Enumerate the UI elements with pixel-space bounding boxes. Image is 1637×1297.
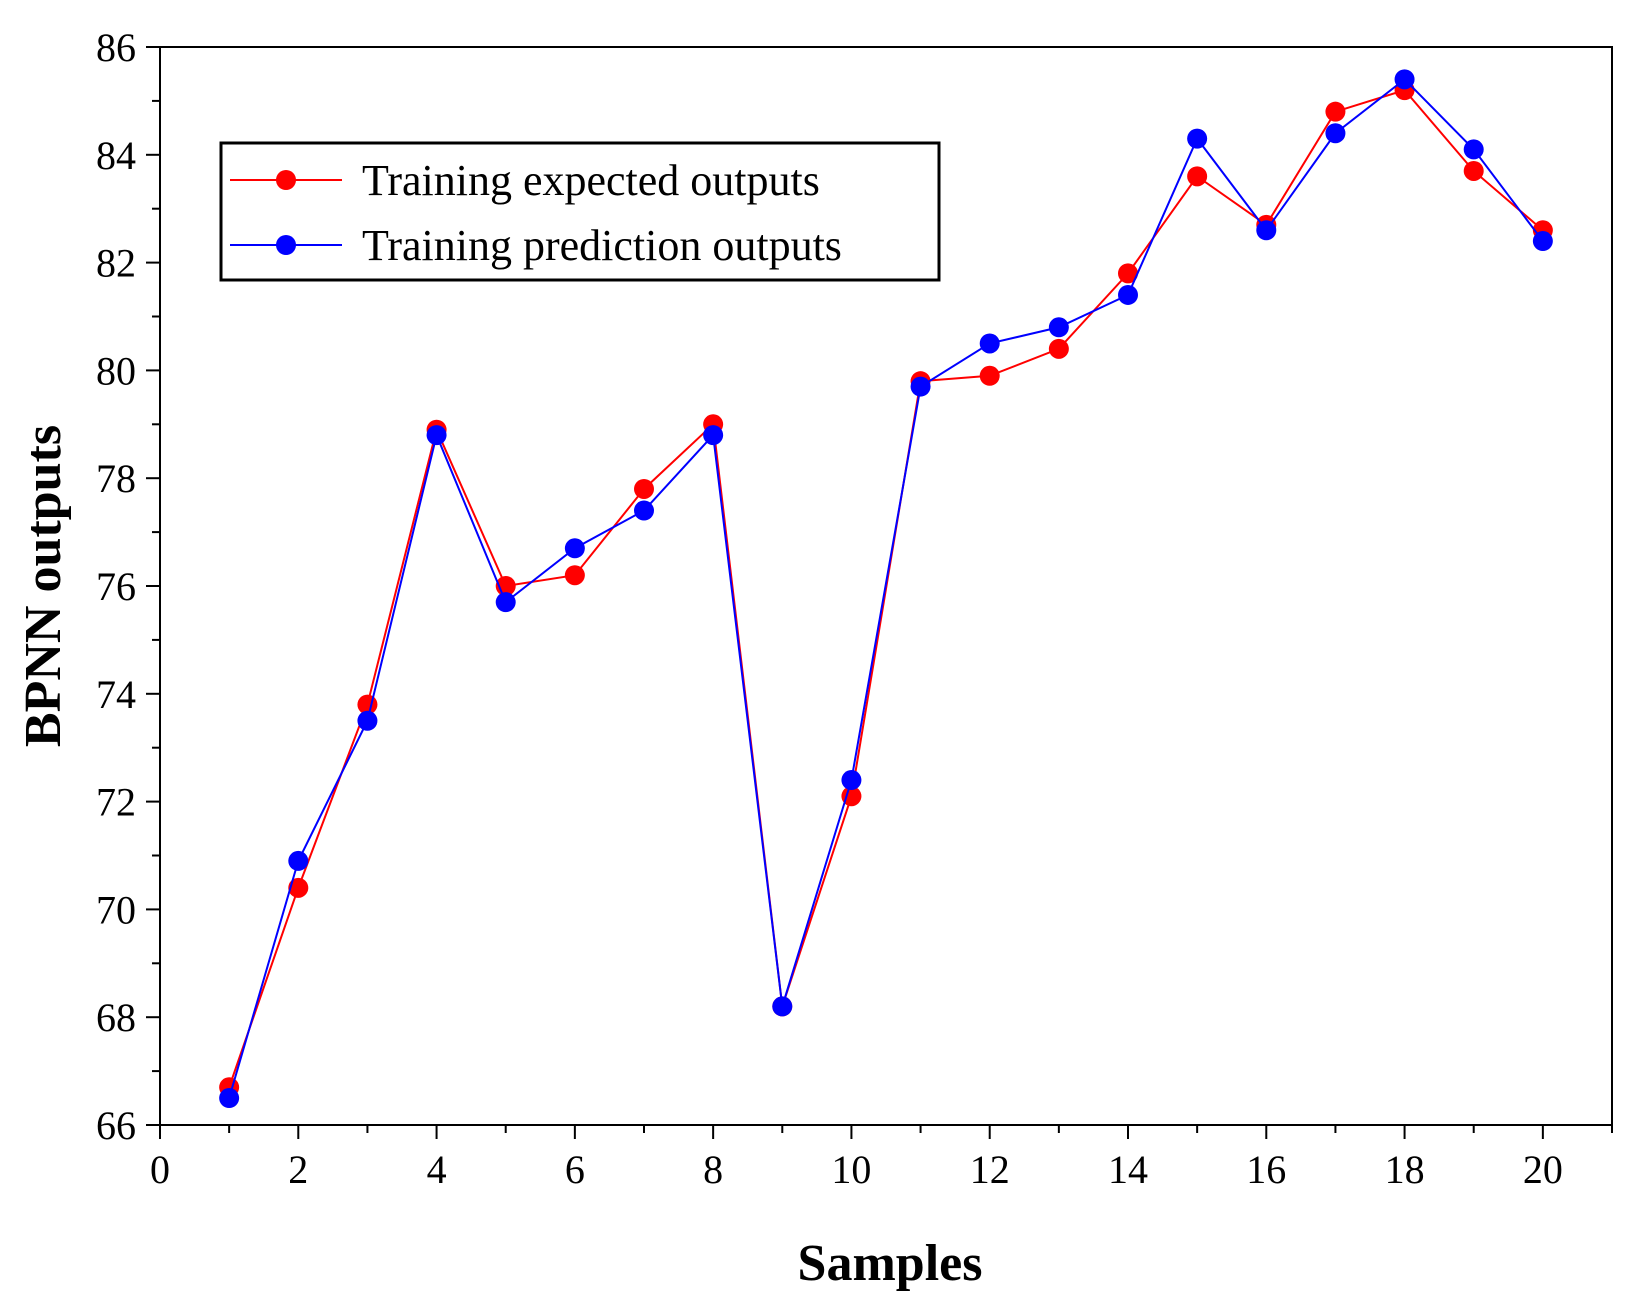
legend-marker-prediction: [276, 235, 296, 255]
x-tick-label: 18: [1385, 1147, 1425, 1192]
x-tick-label: 4: [427, 1147, 447, 1192]
series-2-point: [564, 538, 585, 559]
x-tick-label: 2: [288, 1147, 308, 1192]
y-tick-label: 74: [96, 672, 136, 717]
series-2-point: [634, 500, 654, 521]
y-tick-label: 76: [96, 564, 136, 609]
x-tick-label: 14: [1108, 1147, 1148, 1192]
y-tick-label: 84: [96, 133, 136, 178]
series-2-point: [426, 425, 447, 446]
x-tick-label: 16: [1246, 1147, 1286, 1192]
series-2-point: [1187, 128, 1208, 149]
series-1-point: [979, 365, 1000, 386]
series-2-point: [772, 996, 793, 1017]
series-1-point: [1187, 166, 1208, 187]
series-1-point: [634, 478, 654, 499]
legend-box: [219, 141, 941, 282]
legend: Training expected outputs Training predi…: [219, 141, 941, 282]
series-2-point: [1325, 123, 1346, 144]
series-1-point: [288, 877, 309, 898]
x-tick-label: 12: [970, 1147, 1010, 1192]
y-tick-label: 68: [96, 995, 136, 1040]
series-1-point: [1118, 263, 1138, 284]
series-2-point: [1532, 231, 1553, 252]
x-tick-label: 20: [1523, 1147, 1563, 1192]
x-axis-title: Samples: [798, 1235, 983, 1292]
legend-label-prediction: Training prediction outputs: [362, 221, 842, 270]
series-2-point: [357, 710, 378, 731]
series-1-point: [564, 565, 585, 586]
series-1-point: [1325, 101, 1346, 122]
legend-marker-expected: [276, 170, 296, 190]
y-tick-label: 82: [96, 241, 136, 286]
series-2-point: [1394, 69, 1415, 90]
series-1-point: [1463, 160, 1484, 181]
x-tick-label: 0: [150, 1147, 170, 1192]
x-tick-label: 8: [703, 1147, 723, 1192]
series-2-point: [841, 770, 862, 791]
x-tick-label: 10: [831, 1147, 871, 1192]
y-axis-title: BPNN outputs: [15, 425, 72, 747]
y-tick-label: 66: [96, 1103, 136, 1148]
series-2-point: [288, 850, 309, 871]
series-2-point: [1256, 220, 1277, 241]
y-tick-label: 72: [96, 780, 136, 825]
series-2-point: [703, 425, 724, 446]
series-1-point: [1048, 338, 1069, 359]
series-line-2: [228, 78, 1544, 1099]
y-tick-label: 70: [96, 887, 136, 932]
x-tick-label: 6: [565, 1147, 585, 1192]
series-2-point: [1048, 317, 1069, 338]
series-2-point: [979, 333, 1000, 354]
series-2-point: [1463, 139, 1484, 160]
y-tick-label: 78: [96, 456, 136, 501]
marks-layer: [219, 69, 1553, 1109]
series-2-point: [1118, 284, 1138, 305]
legend-label-expected: Training expected outputs: [362, 156, 820, 205]
y-tick-label: 86: [96, 25, 136, 70]
series-2-point: [910, 376, 931, 397]
series-2-point: [219, 1088, 240, 1109]
series-2-point: [495, 592, 516, 613]
series-1-point: [841, 786, 862, 807]
y-tick-label: 80: [96, 348, 136, 393]
